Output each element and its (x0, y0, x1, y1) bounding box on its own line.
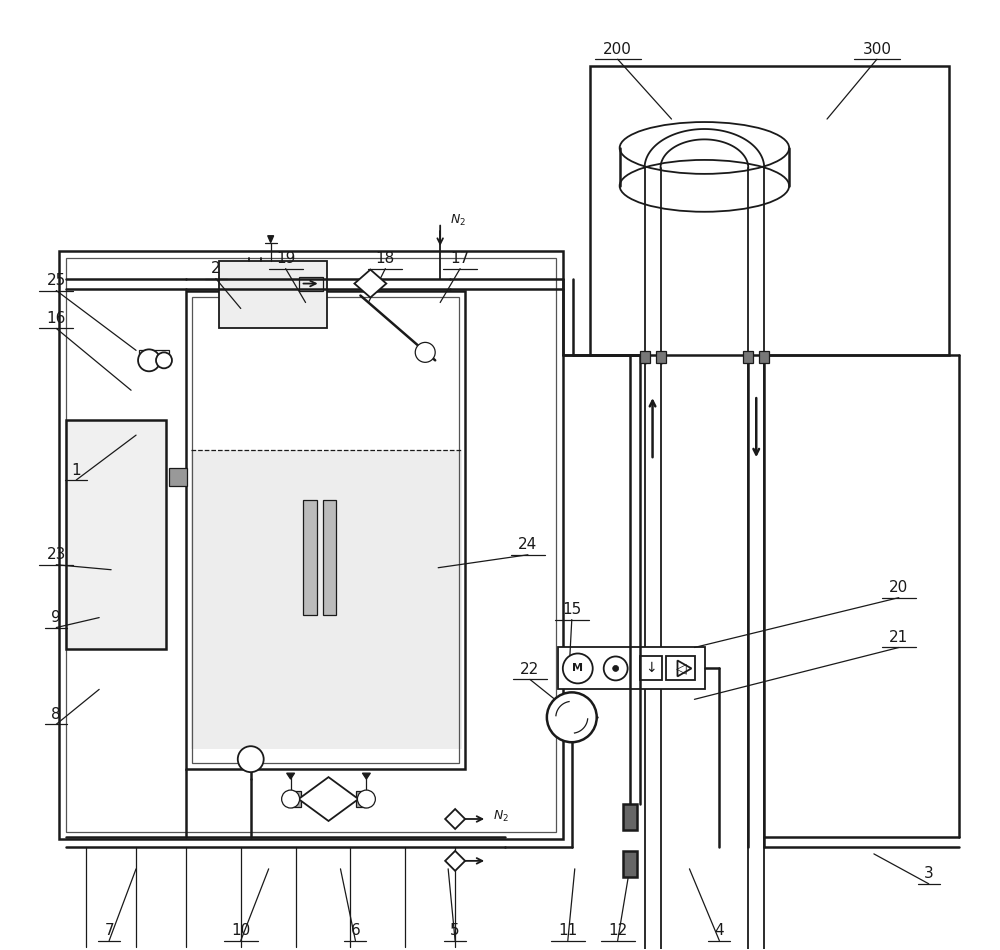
Bar (640, 656, 662, 680)
Text: 20: 20 (889, 580, 908, 595)
Circle shape (138, 350, 160, 371)
Text: 200: 200 (603, 42, 632, 57)
Text: M: M (572, 663, 583, 674)
Polygon shape (354, 270, 386, 297)
Text: 18: 18 (376, 251, 395, 266)
Text: 5: 5 (450, 923, 460, 939)
Text: 9: 9 (51, 610, 61, 625)
Text: ◁: ◁ (676, 661, 687, 675)
Text: 10: 10 (231, 923, 250, 939)
Text: 2: 2 (211, 261, 221, 276)
Text: 1: 1 (71, 463, 81, 478)
Bar (219, 260, 327, 329)
Bar (356, 791, 366, 807)
Bar (303, 500, 317, 615)
Text: 23: 23 (47, 547, 66, 562)
Text: 300: 300 (862, 42, 891, 57)
Bar (759, 352, 769, 363)
Polygon shape (299, 777, 358, 821)
Text: 15: 15 (562, 602, 581, 618)
Circle shape (238, 746, 264, 772)
Bar (656, 352, 666, 363)
Polygon shape (287, 773, 295, 779)
Bar (323, 500, 336, 615)
Bar (590, 66, 949, 355)
Circle shape (563, 654, 593, 683)
Text: 25: 25 (47, 273, 66, 288)
Text: 24: 24 (518, 538, 538, 552)
Text: ↓: ↓ (645, 661, 656, 675)
Polygon shape (445, 809, 465, 829)
Circle shape (357, 790, 375, 808)
Bar (169, 468, 187, 486)
Polygon shape (268, 236, 274, 242)
Circle shape (415, 342, 435, 362)
Polygon shape (677, 660, 691, 676)
Bar (291, 791, 301, 807)
Bar (59, 251, 563, 839)
Bar (623, 804, 637, 830)
Text: 21: 21 (889, 630, 908, 645)
Bar (640, 352, 650, 363)
Circle shape (613, 665, 619, 672)
Text: 8: 8 (51, 707, 61, 722)
Bar (66, 420, 166, 650)
Circle shape (604, 656, 628, 680)
Text: 7: 7 (104, 923, 114, 939)
Text: 11: 11 (558, 923, 577, 939)
Text: 6: 6 (351, 923, 360, 939)
Text: 12: 12 (608, 923, 627, 939)
Text: 4: 4 (715, 923, 724, 939)
Text: 17: 17 (450, 251, 470, 266)
Text: 19: 19 (276, 251, 295, 266)
Bar (191, 450, 462, 750)
Circle shape (282, 790, 300, 808)
Text: 3: 3 (924, 866, 934, 882)
Bar (186, 291, 465, 770)
Text: $N_2$: $N_2$ (493, 808, 509, 824)
Text: $N_2$: $N_2$ (450, 213, 466, 228)
Bar (299, 276, 323, 291)
Circle shape (547, 693, 597, 742)
Bar (139, 351, 169, 362)
Polygon shape (362, 773, 370, 779)
Bar (623, 851, 637, 877)
Text: 22: 22 (520, 662, 540, 677)
Circle shape (156, 352, 172, 369)
Text: 16: 16 (47, 311, 66, 326)
Bar (192, 296, 459, 763)
Bar (66, 257, 556, 832)
Polygon shape (445, 851, 465, 871)
Bar (558, 648, 705, 690)
Polygon shape (666, 656, 695, 680)
Bar (743, 352, 753, 363)
